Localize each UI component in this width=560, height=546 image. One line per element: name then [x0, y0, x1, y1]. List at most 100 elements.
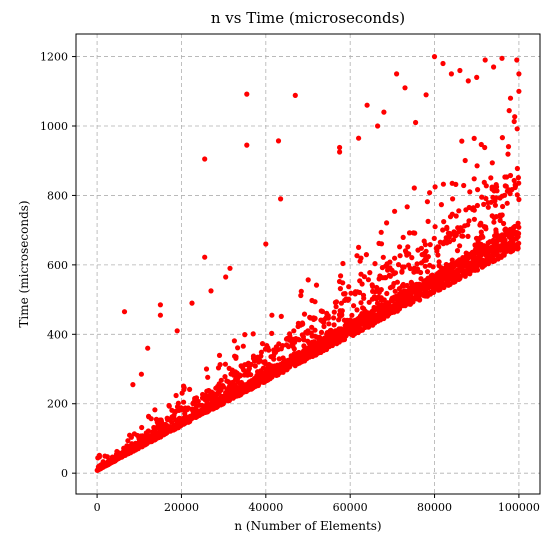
- data-point: [497, 195, 503, 201]
- data-point: [284, 335, 290, 342]
- data-point: [157, 302, 163, 308]
- data-point: [505, 144, 512, 150]
- data-point: [305, 277, 311, 283]
- data-point: [296, 337, 302, 343]
- data-point: [427, 190, 433, 196]
- data-point: [340, 280, 346, 286]
- data-point: [139, 424, 145, 431]
- data-point: [262, 359, 268, 365]
- data-point: [476, 261, 482, 267]
- data-point: [273, 369, 279, 376]
- data-point: [319, 308, 326, 315]
- data-point: [211, 391, 217, 397]
- data-point: [308, 351, 315, 357]
- data-point: [393, 302, 399, 308]
- data-point: [440, 60, 446, 67]
- y-tick-label: 800: [47, 189, 68, 202]
- data-point: [318, 317, 324, 323]
- data-point: [457, 243, 463, 249]
- data-point: [399, 269, 405, 275]
- data-point: [312, 299, 318, 305]
- data-point: [232, 353, 238, 359]
- data-point: [459, 267, 466, 273]
- data-point: [262, 370, 268, 376]
- data-point: [434, 248, 440, 254]
- data-point: [258, 349, 264, 355]
- data-point: [395, 262, 402, 268]
- data-point: [325, 315, 331, 321]
- data-point: [216, 352, 223, 358]
- data-point: [384, 290, 390, 297]
- data-point: [240, 343, 246, 349]
- data-point: [102, 453, 108, 459]
- data-point: [278, 313, 284, 319]
- data-point: [388, 306, 394, 312]
- data-point: [493, 214, 499, 220]
- data-point: [452, 233, 458, 239]
- data-point: [146, 413, 152, 419]
- data-point: [366, 315, 373, 321]
- data-point: [485, 204, 491, 210]
- data-point: [338, 273, 344, 279]
- data-point: [478, 220, 484, 226]
- data-point: [260, 365, 266, 371]
- data-point: [460, 255, 466, 261]
- data-point: [445, 282, 451, 288]
- data-point: [441, 239, 448, 245]
- data-point: [228, 396, 234, 402]
- data-point: [377, 273, 383, 279]
- data-point: [248, 372, 254, 378]
- data-point: [471, 254, 477, 260]
- data-point: [495, 256, 501, 262]
- data-point: [222, 374, 228, 380]
- data-point: [154, 419, 160, 425]
- data-point: [440, 181, 446, 187]
- data-point: [435, 244, 441, 250]
- data-point: [288, 357, 294, 363]
- data-point: [335, 339, 341, 345]
- data-point: [370, 311, 377, 317]
- data-point: [430, 289, 437, 295]
- data-point: [470, 205, 476, 211]
- data-point: [423, 248, 429, 254]
- data-point: [397, 253, 403, 259]
- data-point: [254, 377, 260, 383]
- data-point: [287, 331, 293, 337]
- data-point: [314, 334, 320, 340]
- data-point: [507, 172, 514, 179]
- data-point: [263, 241, 269, 247]
- y-tick-label: 0: [61, 467, 68, 480]
- data-point: [378, 241, 385, 247]
- data-point: [384, 220, 390, 226]
- data-point: [339, 308, 345, 314]
- data-point: [361, 274, 367, 280]
- data-point: [478, 141, 484, 148]
- data-point: [400, 234, 406, 240]
- data-point: [256, 359, 262, 365]
- data-point: [347, 329, 353, 335]
- data-point: [414, 261, 420, 267]
- x-tick-label: 60000: [333, 501, 368, 514]
- x-axis-label: n (Number of Elements): [234, 519, 381, 533]
- x-tick-label: 20000: [164, 501, 199, 514]
- data-point: [276, 356, 282, 362]
- data-point: [215, 397, 221, 403]
- data-point: [463, 207, 469, 213]
- data-point: [511, 177, 517, 184]
- data-point: [494, 184, 500, 190]
- data-point: [309, 333, 315, 339]
- data-point: [275, 138, 282, 144]
- data-point: [367, 270, 373, 276]
- data-point: [467, 251, 473, 257]
- data-point: [476, 251, 482, 257]
- data-point: [447, 239, 453, 245]
- data-point: [416, 281, 422, 287]
- data-point: [401, 283, 407, 289]
- data-point: [168, 427, 174, 433]
- data-point: [474, 74, 480, 80]
- data-point: [169, 407, 175, 413]
- data-point: [295, 353, 301, 359]
- data-point: [387, 273, 393, 279]
- data-point: [409, 255, 415, 261]
- data-point: [516, 88, 522, 94]
